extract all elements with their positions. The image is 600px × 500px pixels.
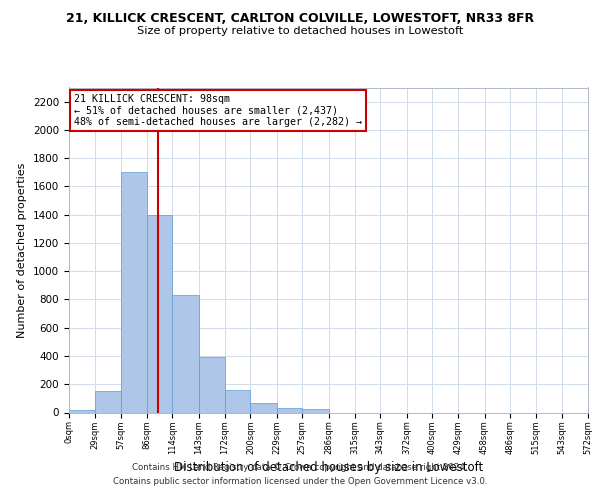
Bar: [225, 390, 250, 412]
Text: Contains HM Land Registry data © Crown copyright and database right 2024.: Contains HM Land Registry data © Crown c…: [132, 464, 468, 472]
X-axis label: Distribution of detached houses by size in Lowestoft: Distribution of detached houses by size …: [174, 461, 483, 474]
Bar: [95, 390, 121, 412]
Bar: [172, 295, 199, 412]
Bar: [250, 404, 277, 412]
Bar: [69, 410, 95, 412]
Bar: [302, 409, 329, 412]
Text: 21 KILLICK CRESCENT: 98sqm
← 51% of detached houses are smaller (2,437)
48% of s: 21 KILLICK CRESCENT: 98sqm ← 51% of deta…: [74, 94, 362, 127]
Bar: [147, 214, 172, 412]
Y-axis label: Number of detached properties: Number of detached properties: [17, 162, 28, 338]
Text: Contains public sector information licensed under the Open Government Licence v3: Contains public sector information licen…: [113, 477, 487, 486]
Bar: [199, 358, 225, 412]
Bar: [277, 408, 302, 412]
Bar: [121, 172, 147, 412]
Text: Size of property relative to detached houses in Lowestoft: Size of property relative to detached ho…: [137, 26, 463, 36]
Text: 21, KILLICK CRESCENT, CARLTON COLVILLE, LOWESTOFT, NR33 8FR: 21, KILLICK CRESCENT, CARLTON COLVILLE, …: [66, 12, 534, 26]
